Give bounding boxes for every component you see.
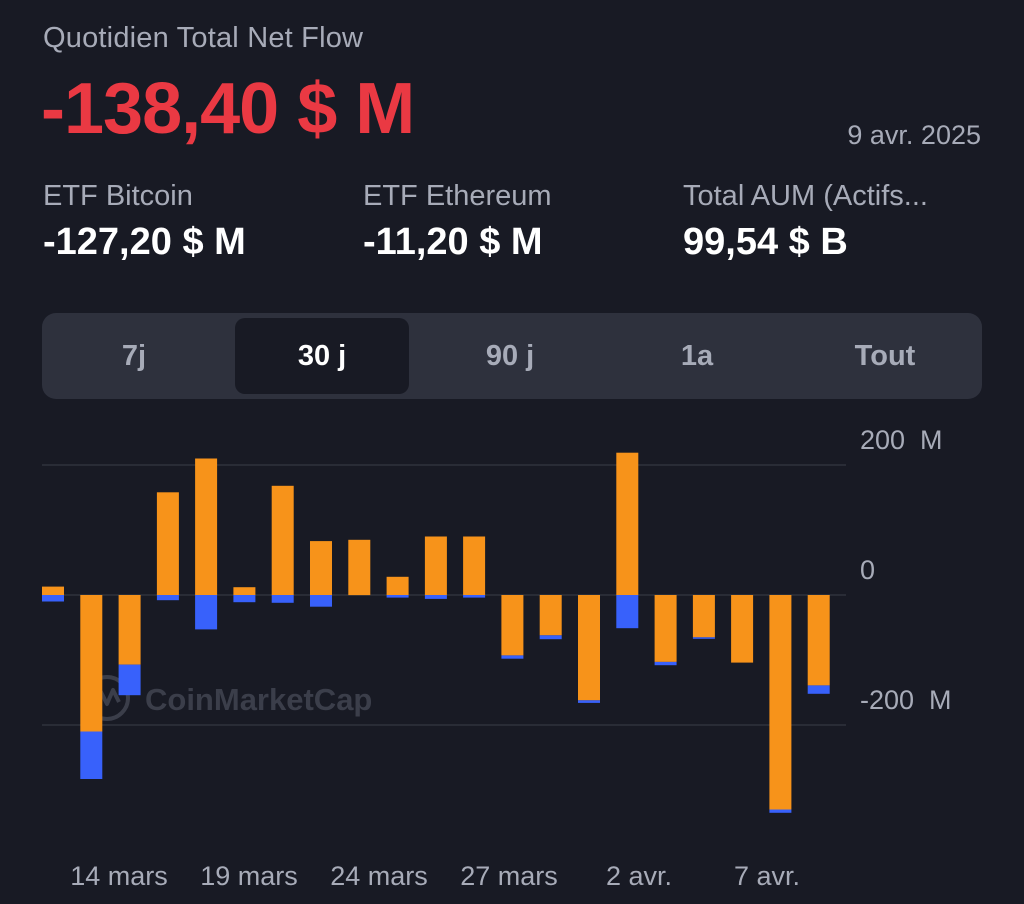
- x-tick-label: 7 avr.: [734, 861, 800, 891]
- bar-ethereum[interactable]: [386, 595, 409, 598]
- bar-ethereum[interactable]: [501, 655, 524, 659]
- bar-ethereum[interactable]: [578, 700, 600, 703]
- bar-ethereum[interactable]: [424, 595, 447, 599]
- tab-90j[interactable]: 90 j: [485, 339, 535, 372]
- bar-ethereum[interactable]: [539, 635, 562, 640]
- bar-bitcoin[interactable]: [769, 595, 792, 810]
- bar-ethereum[interactable]: [42, 595, 64, 602]
- bar-ethereum[interactable]: [156, 595, 179, 601]
- tab-30j[interactable]: 30 j: [235, 318, 409, 394]
- bar-bitcoin[interactable]: [42, 586, 64, 595]
- tab-tout[interactable]: Tout: [854, 339, 916, 372]
- chart-title: Quotidien Total Net Flow: [43, 22, 364, 54]
- total-net-flow-value: -138,40 $ M: [41, 69, 415, 149]
- stat-value: -11,20 $ M: [363, 221, 543, 263]
- bar-bitcoin[interactable]: [692, 595, 715, 638]
- bar-bitcoin[interactable]: [501, 595, 524, 656]
- bar-bitcoin[interactable]: [539, 595, 562, 636]
- stat-label: ETF Ethereum: [363, 180, 552, 212]
- bar-ethereum[interactable]: [195, 595, 218, 630]
- bar-bitcoin[interactable]: [195, 458, 218, 596]
- x-tick-label: 14 mars: [70, 861, 168, 891]
- bar-bitcoin[interactable]: [731, 595, 754, 663]
- bar-ethereum[interactable]: [692, 637, 715, 639]
- tab-7j[interactable]: 7j: [121, 339, 147, 372]
- bar-ethereum[interactable]: [807, 685, 830, 694]
- bar-bitcoin[interactable]: [463, 536, 486, 596]
- stat-etf-bitcoin: ETF Bitcoin -127,20 $ M: [43, 180, 343, 264]
- bar-bitcoin[interactable]: [386, 576, 409, 595]
- stat-value: -127,20 $ M: [43, 221, 246, 263]
- time-range-tabs: 7j 30 j 90 j 1a Tout: [42, 313, 982, 399]
- stat-etf-ethereum: ETF Ethereum -11,20 $ M: [363, 180, 663, 264]
- x-tick-label: 2 avr.: [606, 861, 672, 891]
- stat-label: ETF Bitcoin: [43, 180, 193, 212]
- y-tick-label: 0: [860, 555, 875, 585]
- bar-bitcoin[interactable]: [348, 539, 371, 596]
- bar-bitcoin[interactable]: [310, 541, 332, 595]
- x-tick-label: 27 mars: [460, 861, 558, 891]
- bar-bitcoin[interactable]: [654, 595, 677, 662]
- bar-bitcoin[interactable]: [118, 595, 141, 665]
- bar-bitcoin[interactable]: [80, 595, 103, 732]
- bar-bitcoin[interactable]: [424, 536, 447, 596]
- bar-ethereum[interactable]: [769, 809, 792, 813]
- y-tick-label: -200 M: [860, 685, 952, 715]
- bar-ethereum[interactable]: [310, 595, 332, 607]
- stat-value: 99,54 $ B: [683, 221, 848, 263]
- x-tick-label: 19 mars: [200, 861, 298, 891]
- tab-1a[interactable]: 1a: [680, 339, 714, 372]
- bar-ethereum[interactable]: [233, 595, 256, 603]
- bar-ethereum[interactable]: [654, 661, 677, 666]
- bar-bitcoin[interactable]: [807, 595, 830, 686]
- bar-ethereum[interactable]: [463, 595, 486, 598]
- bar-bitcoin[interactable]: [271, 485, 294, 595]
- bar-ethereum[interactable]: [271, 595, 294, 603]
- net-flow-bar-chart: CoinMarketCap 200 M 0 -200 M 14 mars 19 mars…: [42, 425, 952, 891]
- bar-ethereum[interactable]: [80, 731, 103, 780]
- bar-bitcoin[interactable]: [233, 587, 256, 595]
- watermark: CoinMarketCap: [84, 675, 372, 721]
- stat-total-aum: Total AUM (Actifs... 99,54 $ B: [683, 180, 978, 264]
- x-tick-label: 24 mars: [330, 861, 428, 891]
- bar-bitcoin[interactable]: [616, 452, 639, 595]
- stat-label: Total AUM (Actifs...: [683, 180, 928, 212]
- bar-bitcoin[interactable]: [156, 492, 179, 595]
- watermark-text: CoinMarketCap: [145, 682, 372, 717]
- bar-ethereum[interactable]: [616, 595, 639, 629]
- selected-date: 9 avr. 2025: [847, 120, 981, 150]
- bar-bitcoin[interactable]: [578, 595, 600, 701]
- y-tick-label: 200 M: [860, 425, 943, 455]
- bar-ethereum[interactable]: [118, 664, 141, 696]
